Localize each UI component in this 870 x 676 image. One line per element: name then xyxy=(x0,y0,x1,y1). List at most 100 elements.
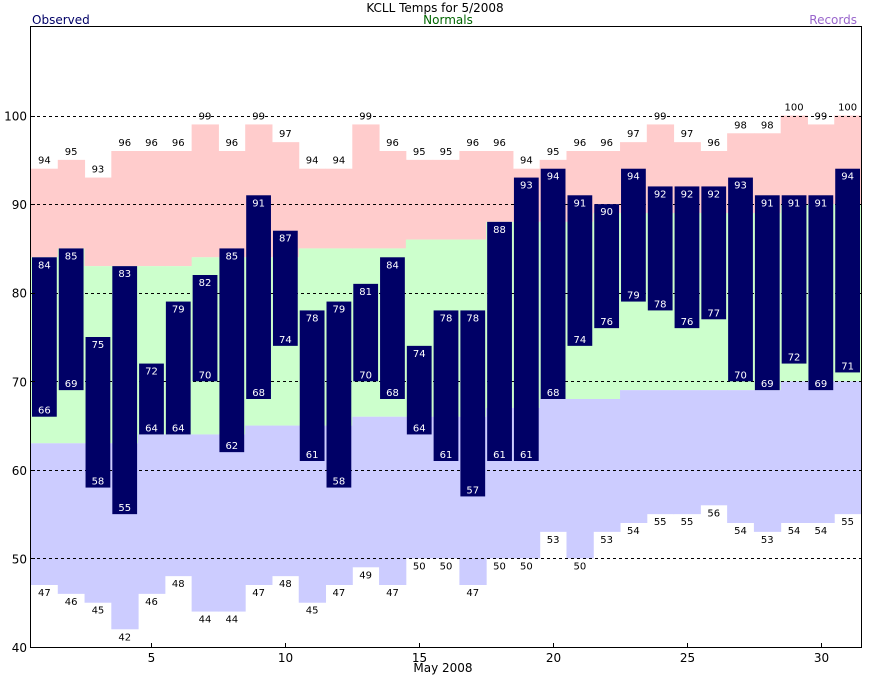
observed-high-label: 82 xyxy=(199,278,212,289)
observed-high-label: 94 xyxy=(547,172,560,183)
y-tick-label: 80 xyxy=(12,287,27,301)
observed-bar xyxy=(380,257,405,399)
observed-low-label: 70 xyxy=(199,370,212,381)
observed-low-label: 78 xyxy=(654,299,667,310)
record-high-label: 99 xyxy=(654,111,667,122)
record-low-label: 45 xyxy=(92,606,105,617)
record-high-label: 95 xyxy=(413,147,426,158)
record-low-label: 46 xyxy=(145,597,158,608)
record-low-band xyxy=(271,425,300,577)
record-low-label: 55 xyxy=(654,517,667,528)
record-low-band xyxy=(807,381,835,523)
record-high-label: 97 xyxy=(627,129,640,140)
observed-bar xyxy=(139,363,164,435)
observed-high-label: 91 xyxy=(574,198,587,209)
observed-high-label: 88 xyxy=(493,225,506,236)
record-low-band xyxy=(646,390,675,515)
observed-low-label: 64 xyxy=(145,423,158,434)
observed-high-label: 94 xyxy=(841,172,854,183)
observed-high-label: 83 xyxy=(118,269,131,280)
y-tick-label: 70 xyxy=(12,375,27,389)
record-high-band xyxy=(191,124,219,258)
observed-low-label: 70 xyxy=(734,370,747,381)
observed-high-label: 91 xyxy=(788,198,801,209)
x-tick-label: 25 xyxy=(680,651,695,665)
record-low-label: 56 xyxy=(707,508,720,519)
record-high-label: 95 xyxy=(65,147,78,158)
observed-high-label: 74 xyxy=(413,349,426,360)
record-low-label: 49 xyxy=(359,570,372,581)
record-low-label: 54 xyxy=(814,526,827,537)
record-low-label: 48 xyxy=(279,579,292,590)
record-high-band xyxy=(459,151,487,240)
record-high-label: 94 xyxy=(520,156,533,167)
record-high-label: 98 xyxy=(734,120,747,131)
observed-low-label: 79 xyxy=(627,291,640,302)
observed-high-label: 78 xyxy=(306,313,319,324)
record-low-label: 47 xyxy=(386,588,399,599)
observed-high-label: 85 xyxy=(65,251,78,262)
observed-low-label: 68 xyxy=(386,388,399,399)
record-high-band xyxy=(780,115,808,205)
observed-low-label: 76 xyxy=(600,317,613,328)
observed-high-label: 91 xyxy=(761,198,774,209)
record-low-label: 45 xyxy=(306,606,319,617)
record-high-label: 96 xyxy=(493,138,506,149)
legend-observed: Observed xyxy=(32,13,90,27)
record-high-band xyxy=(379,151,407,249)
record-low-label: 55 xyxy=(841,517,854,528)
observed-high-label: 79 xyxy=(172,305,185,316)
record-low-label: 54 xyxy=(734,526,747,537)
observed-high-label: 81 xyxy=(359,287,372,298)
observed-high-label: 91 xyxy=(814,198,827,209)
observed-low-label: 70 xyxy=(359,370,372,381)
observed-low-label: 64 xyxy=(172,423,185,434)
y-axis: 40 50 60 70 80 90 100 xyxy=(4,110,35,655)
record-low-band xyxy=(352,416,380,568)
record-high-band xyxy=(593,151,621,213)
record-low-label: 47 xyxy=(333,588,346,599)
record-low-band xyxy=(379,416,407,585)
y-tick-label: 40 xyxy=(12,641,27,655)
observed-low-label: 76 xyxy=(681,317,694,328)
observed-bar xyxy=(326,301,352,488)
record-low-band xyxy=(620,390,648,523)
observed-bar xyxy=(85,337,111,488)
record-low-label: 50 xyxy=(520,561,533,572)
record-low-label: 47 xyxy=(466,588,479,599)
record-high-band xyxy=(298,168,327,249)
observed-bar xyxy=(112,266,138,515)
observed-low-label: 61 xyxy=(493,450,506,461)
y-tick-label: 90 xyxy=(12,198,27,212)
record-low-label: 50 xyxy=(493,561,506,572)
record-low-band xyxy=(700,390,728,506)
record-low-label: 53 xyxy=(761,535,774,546)
observed-high-label: 92 xyxy=(681,189,694,200)
record-high-label: 96 xyxy=(707,138,720,149)
y-tick-label: 60 xyxy=(12,464,27,478)
record-low-band xyxy=(593,399,621,532)
plot-frame xyxy=(30,26,862,648)
record-high-label: 96 xyxy=(386,138,399,149)
observed-low-label: 64 xyxy=(413,423,426,434)
observed-high-label: 90 xyxy=(600,207,613,218)
record-low-label: 46 xyxy=(65,597,78,608)
observed-bar xyxy=(781,195,807,364)
observed-low-label: 69 xyxy=(761,379,774,390)
observed-low-label: 58 xyxy=(92,477,105,488)
record-high-label: 99 xyxy=(199,111,212,122)
observed-bar xyxy=(754,195,780,391)
observed-low-label: 61 xyxy=(520,450,533,461)
observed-bar xyxy=(165,301,191,435)
record-high-label: 96 xyxy=(600,138,613,149)
observed-high-label: 92 xyxy=(707,189,720,200)
record-high-band xyxy=(432,159,460,240)
observed-low-label: 55 xyxy=(118,503,131,514)
record-high-label: 93 xyxy=(92,165,105,176)
record-high-band xyxy=(164,151,193,267)
record-high-label: 96 xyxy=(225,138,238,149)
observed-bar xyxy=(32,257,57,417)
record-high-label: 99 xyxy=(814,111,827,122)
observed-high-label: 93 xyxy=(520,181,533,192)
observed-high-label: 84 xyxy=(38,260,51,271)
